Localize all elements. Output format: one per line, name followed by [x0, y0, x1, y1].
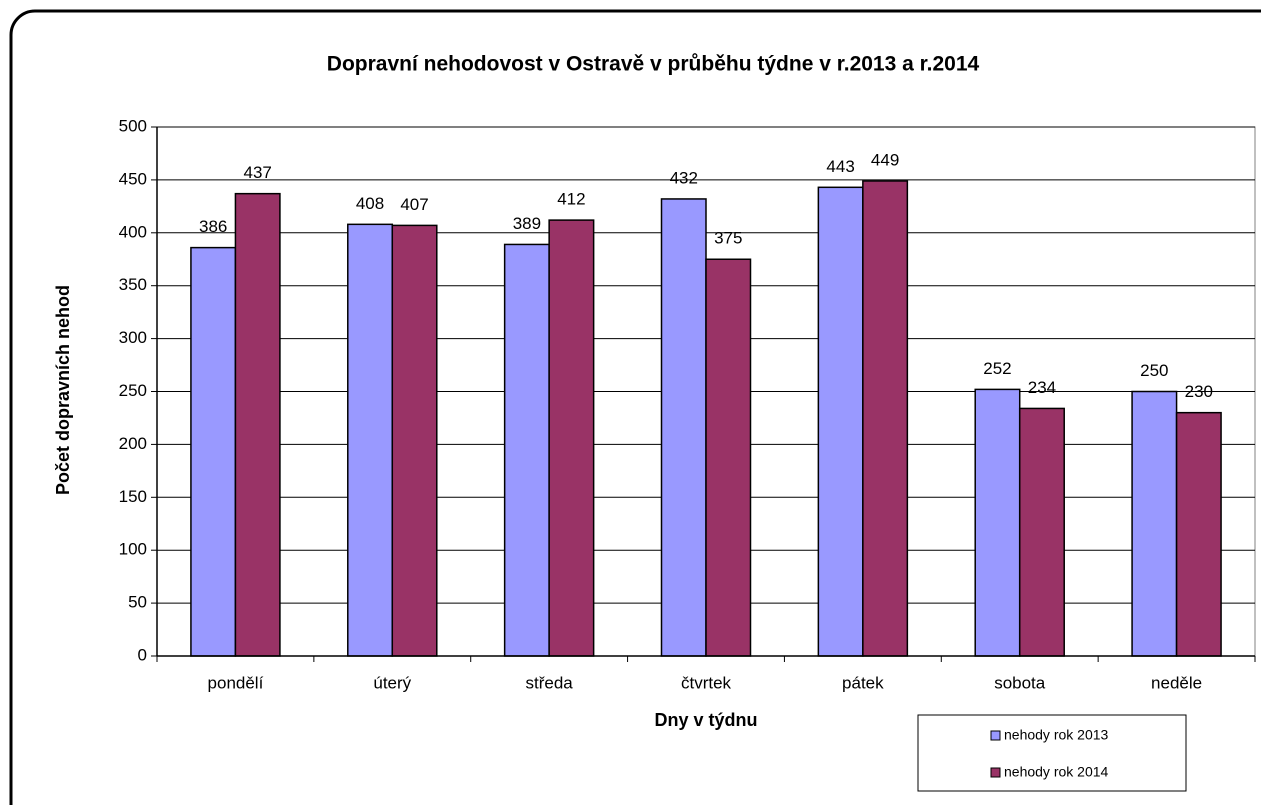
legend-text: nehody rok 2014 [1004, 764, 1109, 780]
x-tick-label: pondělí [208, 673, 264, 692]
bar [347, 223, 394, 657]
data-label: 375 [714, 229, 742, 248]
y-tick-label: 350 [119, 275, 147, 294]
data-label: 230 [1185, 382, 1213, 401]
bar [1018, 407, 1065, 657]
y-tick-label: 250 [119, 381, 147, 400]
x-tick-label: neděle [1151, 673, 1202, 692]
data-label: 437 [243, 163, 271, 182]
y-tick-label: 400 [119, 222, 147, 241]
y-tick-label: 300 [119, 328, 147, 347]
x-tick-label: středa [526, 673, 574, 692]
legend-text: nehody rok 2013 [1004, 727, 1109, 743]
bar [548, 219, 595, 657]
x-axis-title: Dny v týdnu [654, 710, 757, 730]
bar [391, 224, 438, 657]
data-label: 386 [199, 217, 227, 236]
x-tick-label: pátek [842, 673, 884, 692]
bar [705, 258, 752, 657]
bar [660, 198, 707, 657]
bar [503, 243, 550, 657]
y-axis-title: Počet dopravních nehod [53, 285, 73, 495]
data-label: 432 [670, 168, 698, 187]
data-label: 412 [557, 190, 585, 209]
x-tick-label: sobota [994, 673, 1046, 692]
bar [817, 186, 864, 657]
data-label: 252 [983, 359, 1011, 378]
bar [1131, 390, 1178, 657]
data-label: 408 [356, 194, 384, 213]
bar [190, 246, 237, 657]
data-label: 449 [871, 150, 899, 169]
bar [862, 180, 909, 657]
bar [974, 388, 1021, 657]
y-tick-label: 50 [128, 593, 147, 612]
y-tick-label: 500 [119, 116, 147, 135]
data-label: 389 [513, 214, 541, 233]
data-label: 407 [400, 195, 428, 214]
bar [234, 192, 281, 657]
y-tick-label: 200 [119, 434, 147, 453]
data-label: 234 [1028, 378, 1056, 397]
legend-swatch [990, 730, 1001, 741]
y-tick-label: 450 [119, 169, 147, 188]
legend [917, 714, 1187, 792]
chart-title: Dopravní nehodovost v Ostravě v průběhu … [327, 53, 980, 76]
y-tick-label: 150 [119, 487, 147, 506]
y-tick-label: 100 [119, 540, 147, 559]
data-label: 443 [826, 157, 854, 176]
bar [1175, 411, 1222, 657]
x-tick-label: čtvrtek [681, 673, 732, 692]
y-tick-label: 0 [138, 645, 147, 664]
data-label: 250 [1140, 361, 1168, 380]
x-tick-label: úterý [373, 673, 411, 692]
legend-swatch [990, 767, 1001, 778]
